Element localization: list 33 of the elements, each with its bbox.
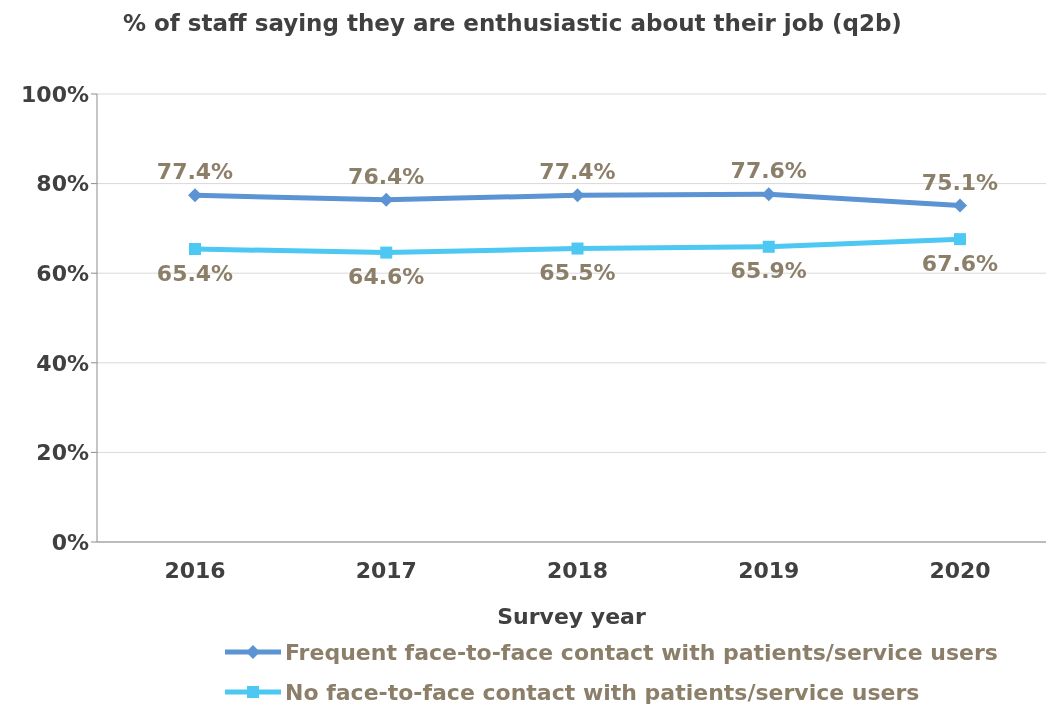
data-label: 64.6% — [348, 264, 425, 290]
x-tick-label: 2018 — [546, 557, 609, 583]
legend-label: Frequent face-to-face contact with patients/service users — [285, 639, 998, 665]
data-label: 65.4% — [156, 260, 234, 286]
y-tick-label: 0% — [51, 529, 89, 555]
point — [188, 188, 202, 203]
x-axis-title: Survey year — [497, 604, 646, 629]
point — [953, 198, 967, 213]
data-label: 65.5% — [539, 260, 616, 286]
x-tick-label: 2016 — [164, 557, 226, 583]
point — [380, 246, 393, 259]
y-tick-label: 80% — [36, 171, 89, 197]
y-tick-label: 40% — [36, 350, 89, 376]
data-label: 76.4% — [348, 163, 425, 189]
data-label: 77.4% — [156, 159, 234, 185]
point — [189, 243, 201, 256]
x-tick-label: 2017 — [355, 557, 417, 583]
data-label: 67.6% — [921, 250, 999, 276]
data-label: 65.9% — [730, 258, 807, 284]
point — [954, 233, 966, 246]
data-label: 77.4% — [539, 159, 616, 185]
point — [570, 188, 585, 203]
data-label: 77.6% — [730, 158, 807, 184]
y-tick-label: 100% — [21, 81, 89, 107]
data-label: 75.1% — [921, 169, 999, 195]
x-tick-label: 2019 — [738, 557, 800, 583]
y-tick-label: 20% — [36, 440, 89, 466]
chart-title: % of staff saying they are enthusiastic about their job (q2b) — [122, 9, 903, 38]
point — [762, 240, 775, 253]
x-tick-label: 2020 — [929, 557, 991, 583]
y-tick-label: 60% — [36, 261, 89, 287]
point — [571, 242, 584, 255]
legend-label: No face-to-face contact with patients/service users — [285, 679, 920, 705]
